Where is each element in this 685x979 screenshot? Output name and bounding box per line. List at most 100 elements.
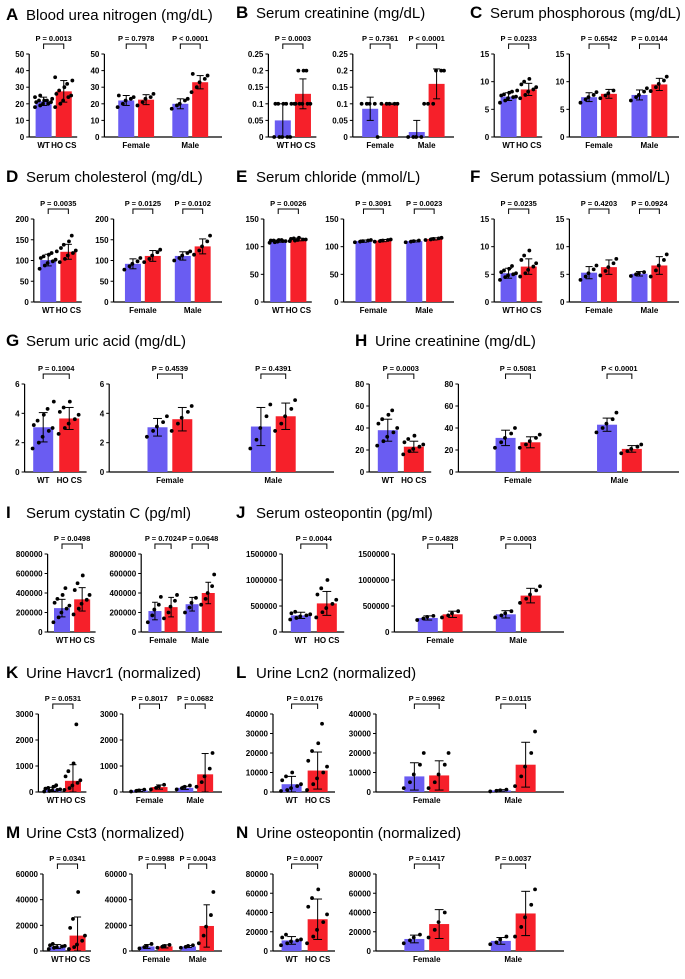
ho-cs-point [80,938,85,943]
male-wt-point [610,417,615,422]
ho-cs-point [71,612,76,617]
ho-cs-point [71,251,75,255]
female-ho-cs-point [517,445,522,450]
wt-point [42,789,47,794]
ho-cs-point [301,68,306,73]
female-ho-cs-point [162,782,167,787]
wt-point [50,942,55,946]
female-ho-cs-point [157,784,161,789]
male-wt-point [642,270,646,275]
ho-cs-point [523,93,528,97]
male-wt-point [604,421,609,426]
right-y-tick-label: 5 [560,270,565,279]
left-pvalue: P = 0.0233 [501,34,537,43]
male-wt-bar [250,426,271,472]
wt-point [45,407,50,411]
wt-point [507,266,512,271]
female-wt-point [352,240,357,245]
male-wt-point [628,274,633,278]
male-ho-cs-bar [194,246,211,302]
ho-cs-point [76,890,81,894]
ho-cs-point [305,101,310,106]
wt-point [34,100,39,105]
male-bracket [182,208,204,214]
ho-cs-point [66,95,71,100]
female-wt-bar [118,100,135,137]
female-bracket [146,863,166,869]
male-ho-cs-point [648,89,653,93]
male-ho-cs-point [196,941,201,946]
right-y-tick-label: 400000 [109,589,136,598]
male-pvalue: P = 0.0648 [182,534,218,543]
wt-point [395,426,400,430]
female-ho-cs-point [534,436,538,440]
ho-cs-point [325,912,329,917]
wt-point [41,254,46,259]
female-ho-cs-point [392,101,397,106]
wt-point [35,418,40,423]
female-ho-cs-point [446,751,451,755]
panel-title: Serum phosphorous (mg/dL) [490,5,681,22]
female-ho-cs-point [166,610,171,615]
ho-cs-point [417,444,422,449]
male-ho-cs-point [533,887,537,892]
wt-point [285,941,290,946]
wt-point [58,787,63,792]
wt-point [294,616,299,620]
male-bracket [191,543,209,549]
left-y-tick-label: 50 [20,277,29,286]
male-ho-cs-point [629,447,634,451]
male-wt-bar [185,604,199,632]
left-y-tick-label: 600000 [16,570,43,579]
female-ho-cs-point [158,247,163,252]
wt-point [46,429,51,433]
female-wt-point [142,787,147,792]
female-ho-cs-point [143,96,148,101]
left-y-tick-label: 1500000 [246,550,278,559]
female-wt-point [164,414,169,419]
right-y-tick-label: 200 [95,215,109,224]
wt-point [308,612,313,617]
female-ho-cs-point [384,101,389,106]
ho-cs-bar [60,251,77,302]
left-y-tick-label: 2 [15,439,20,448]
x-label-wt: WT [37,141,50,150]
ho-cs-point [62,85,67,90]
panel-letter: F [470,167,480,186]
wt-point [299,937,303,942]
panel-title: Urine Havcr1 (normalized) [26,665,201,682]
left-y-tick-label: 0.05 [248,116,264,125]
left-y-tick-label: 30000 [246,730,269,739]
male-wt-point [174,787,179,792]
male-bracket [179,43,201,49]
female-ho-cs-point [372,239,377,244]
left-y-tick-label: 1000 [16,762,34,771]
female-wt-point [158,595,163,599]
wt-point [510,89,514,94]
female-wt-point [583,274,588,279]
male-ho-cs-point [625,449,630,453]
left-y-tick-label: 0 [20,133,25,142]
male-ho-cs-point [639,442,644,447]
left-y-tick-label: 40 [15,67,24,76]
ho-cs-point [62,788,67,792]
panel-letter: H [355,331,367,350]
female-ho-cs-point [603,269,608,273]
male-wt-point [194,595,198,600]
female-ho-cs-point [614,256,619,261]
female-ho-cs-point [168,604,173,609]
wt-point [285,788,290,792]
wt-point [295,784,300,789]
wt-point [279,789,283,793]
right-y-tick-label: 30 [90,83,99,92]
ho-cs-point [401,452,406,457]
right-y-tick-label: 100 [325,243,339,252]
wt-point [45,261,50,265]
left-y-tick-label: 800000 [16,550,43,559]
female-wt-point [591,267,596,272]
ho-cs-point [59,246,63,250]
left-bracket [47,208,69,214]
ho-cs-point [57,88,62,93]
ho-cs-point [316,741,321,746]
female-wt-point [135,259,140,264]
